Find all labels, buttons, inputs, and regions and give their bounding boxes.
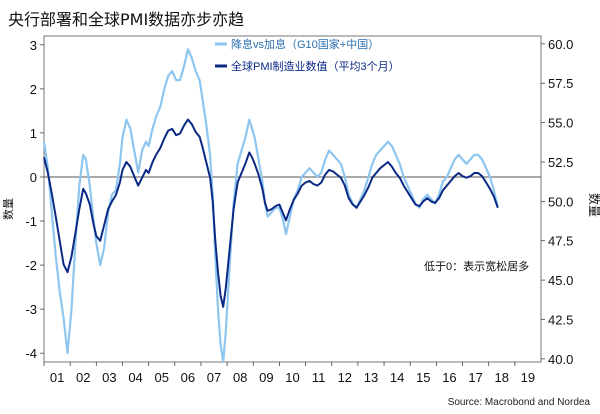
right-tick-label: 47.5 xyxy=(548,234,573,249)
x-tick-label: 18 xyxy=(495,370,509,385)
x-tick-label: 02 xyxy=(76,370,90,385)
x-tick-label: 07 xyxy=(207,370,221,385)
x-tick-label: 09 xyxy=(259,370,273,385)
left-tick-label: -4 xyxy=(25,346,37,361)
x-tick-label: 08 xyxy=(233,370,247,385)
right-tick-label: 52.5 xyxy=(548,155,573,170)
right-tick-label: 57.5 xyxy=(548,76,573,91)
right-tick-label: 50.0 xyxy=(548,194,573,209)
x-tick-label: 15 xyxy=(416,370,430,385)
x-tick-label: 04 xyxy=(128,370,142,385)
left-tick-label: 1 xyxy=(30,126,37,141)
x-tick-label: 06 xyxy=(181,370,195,385)
left-tick-label: 0 xyxy=(30,170,37,185)
left-axis-label: 数量 xyxy=(2,198,15,220)
series-line-1 xyxy=(42,48,499,364)
x-tick-label: 01 xyxy=(50,370,64,385)
right-tick-label: 42.5 xyxy=(548,312,573,327)
x-tick-label: 14 xyxy=(390,370,404,385)
chart-source: Source: Macrobond and Nordea xyxy=(447,397,590,408)
annotation-text: 低于0：表示宽松居多 xyxy=(424,259,529,273)
x-tick-label: 16 xyxy=(442,370,456,385)
left-tick-label: -1 xyxy=(25,214,37,229)
right-tick-label: 55.0 xyxy=(548,116,573,131)
x-tick-label: 12 xyxy=(338,370,352,385)
x-tick-label: 10 xyxy=(285,370,299,385)
chart-title: 央行部署和全球PMI数据亦步亦趋 xyxy=(8,10,245,29)
x-tick-label: 13 xyxy=(364,370,378,385)
right-tick-label: 60.0 xyxy=(548,37,573,52)
plot-frame xyxy=(43,35,542,363)
x-tick-label: 11 xyxy=(312,370,326,385)
right-axis-label: 数量 xyxy=(587,193,600,217)
x-tick-label: 03 xyxy=(102,370,116,385)
legend-label-1: 降息vs加息（G10国家+中国） xyxy=(231,37,379,51)
series-line-2 xyxy=(43,118,499,308)
left-tick-label: -3 xyxy=(25,302,37,317)
left-tick-label: 2 xyxy=(30,82,37,97)
right-tick-label: 40.0 xyxy=(548,352,573,367)
x-tick-label: 05 xyxy=(154,370,168,385)
x-tick-label: 19 xyxy=(521,370,535,385)
legend-label-2: 全球PMI制造业数值（平均3个月） xyxy=(231,59,400,73)
right-tick-label: 45.0 xyxy=(548,273,573,288)
left-tick-label: -2 xyxy=(25,258,37,273)
x-tick-label: 17 xyxy=(468,370,482,385)
left-tick-label: 3 xyxy=(30,38,37,53)
